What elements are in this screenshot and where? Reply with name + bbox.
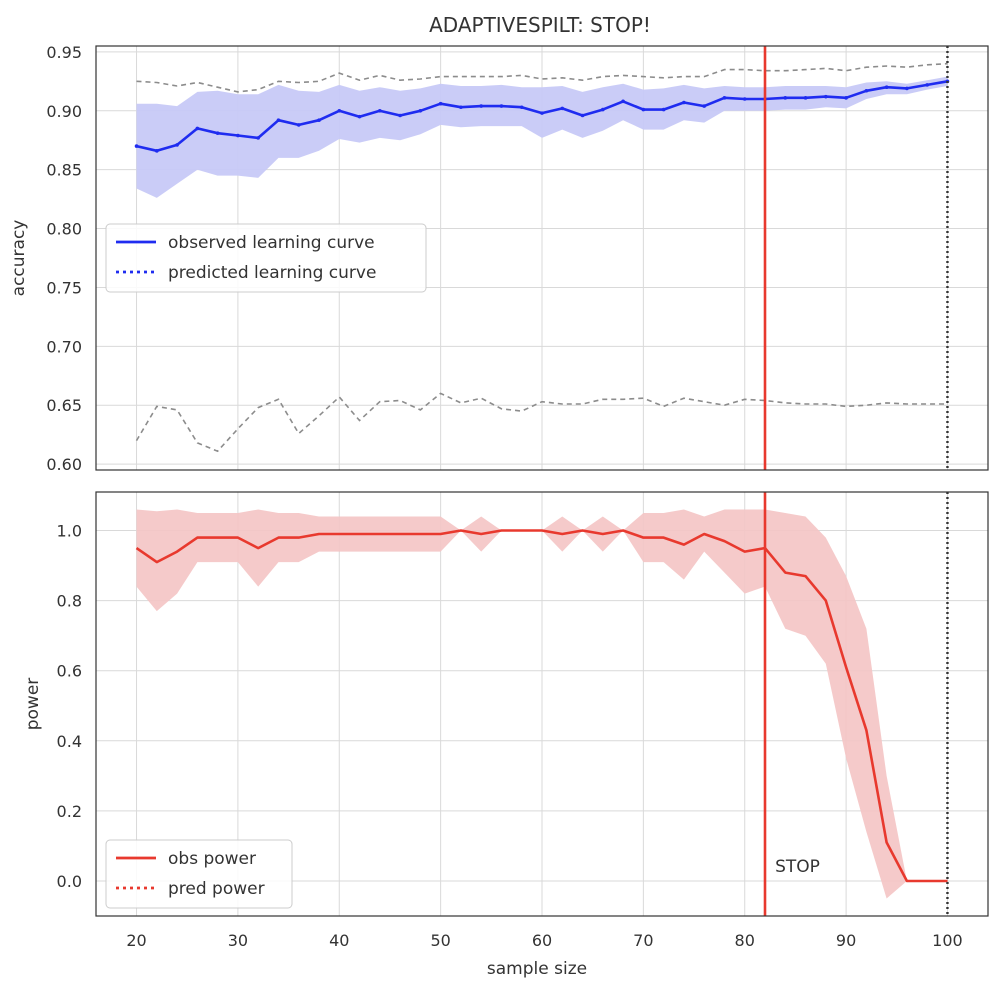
learning-curve-point bbox=[803, 96, 808, 100]
learning-curve-point bbox=[702, 104, 706, 108]
learning-curve-point bbox=[540, 111, 544, 115]
learning-curve-point bbox=[621, 99, 625, 104]
learning-curve-point bbox=[175, 143, 179, 147]
learning-curve-point bbox=[459, 105, 463, 110]
learning-curve-point bbox=[742, 97, 747, 101]
legend-label: predicted learning curve bbox=[168, 263, 376, 283]
stop-annotation: STOP bbox=[775, 857, 820, 877]
y-tick-label: 0.65 bbox=[46, 396, 82, 415]
accuracy-panel: 0.60 0.65 0.70 0.75 0.80 0.85 0.90 0.95 accuracy… bbox=[9, 43, 989, 474]
x-tick-label: 90 bbox=[836, 931, 856, 950]
learning-curve-point bbox=[155, 149, 159, 153]
x-tick-label: 50 bbox=[430, 931, 450, 950]
y-tick-label: 1.0 bbox=[57, 522, 82, 541]
x-tick-label: 80 bbox=[735, 931, 755, 950]
power-legend: obs power pred power bbox=[105, 839, 293, 909]
x-axis-label: sample size bbox=[487, 959, 587, 979]
accuracy-plot-frame bbox=[95, 45, 989, 471]
learning-curve-point bbox=[601, 107, 605, 112]
y-tick-label: 0.85 bbox=[46, 161, 82, 180]
learning-curve-point bbox=[195, 126, 200, 131]
learning-curve-point bbox=[722, 96, 727, 100]
learning-curve-point bbox=[418, 108, 423, 113]
chart-title: ADAPTIVESPILT: STOP! bbox=[429, 13, 651, 37]
learning-curve-point bbox=[905, 86, 909, 91]
legend-box bbox=[105, 223, 427, 293]
ci-lower-dashed-line bbox=[135, 392, 948, 453]
y-tick-label: 0.6 bbox=[57, 662, 82, 681]
ci-upper-dashed-line bbox=[136, 62, 948, 93]
learning-curve-point bbox=[276, 118, 281, 122]
learning-curve-point bbox=[378, 108, 382, 113]
learning-curve-point bbox=[864, 88, 869, 93]
y-tick-label: 0.70 bbox=[46, 337, 82, 356]
obs-power-line bbox=[135, 529, 948, 883]
y-tick-label: 0.2 bbox=[57, 802, 82, 821]
x-tick-label: 100 bbox=[932, 931, 963, 950]
power-confidence-band bbox=[136, 509, 948, 899]
y-tick-label: 0.4 bbox=[57, 732, 82, 751]
learning-curve-point bbox=[479, 104, 483, 108]
y-tick-label: 0.95 bbox=[46, 43, 82, 62]
x-tick-label: 60 bbox=[532, 931, 552, 950]
learning-curve-point bbox=[682, 100, 686, 105]
learning-curve-point bbox=[357, 114, 362, 119]
y-tick-label: 0.75 bbox=[46, 278, 82, 297]
learning-curve-point bbox=[844, 96, 848, 100]
learning-curve-point bbox=[925, 83, 929, 87]
legend-label: observed learning curve bbox=[168, 233, 375, 253]
learning-curve-point bbox=[824, 94, 828, 99]
learning-curve-point bbox=[398, 113, 402, 118]
learning-curve-point bbox=[560, 106, 565, 111]
learning-curve-point bbox=[499, 104, 504, 108]
learning-curve-point bbox=[296, 123, 301, 127]
x-tick-label: 70 bbox=[633, 931, 653, 950]
legend-label: pred power bbox=[168, 879, 265, 899]
learning-curve-point bbox=[580, 113, 585, 118]
y-tick-label: 0.60 bbox=[46, 455, 82, 474]
x-tick-label: 20 bbox=[126, 931, 146, 950]
learning-curve-point bbox=[317, 118, 321, 122]
learning-curve-point bbox=[783, 96, 788, 100]
learning-curve-point bbox=[256, 136, 260, 140]
y-tick-label: 0.90 bbox=[46, 102, 82, 121]
learning-curve-point bbox=[215, 131, 220, 135]
learning-curve-point bbox=[134, 144, 139, 148]
learning-curve-point bbox=[661, 107, 666, 112]
learning-curve-point bbox=[438, 101, 443, 106]
y-tick-label: 0.0 bbox=[57, 872, 82, 891]
power-panel: 0.0 0.2 0.4 0.6 0.8 1.0 20 30 40 50 60 70 80 90 100 sam… bbox=[23, 491, 989, 979]
y-axis-label: power bbox=[23, 678, 43, 731]
legend-label: obs power bbox=[168, 849, 256, 869]
accuracy-confidence-band bbox=[136, 76, 948, 198]
x-tick-label: 30 bbox=[228, 931, 248, 950]
learning-curve-point bbox=[236, 133, 240, 138]
learning-curve-point bbox=[337, 108, 342, 113]
y-tick-label: 0.80 bbox=[46, 220, 82, 239]
accuracy-legend: observed learning curve predicted learnin… bbox=[105, 223, 427, 293]
learning-curve-point bbox=[641, 107, 646, 112]
learning-curve-point bbox=[884, 85, 889, 90]
learning-curve-point bbox=[519, 105, 524, 110]
y-axis-label: accuracy bbox=[9, 220, 29, 297]
power-plot-frame bbox=[95, 491, 989, 917]
x-tick-label: 40 bbox=[329, 931, 349, 950]
y-tick-label: 0.8 bbox=[57, 592, 82, 611]
